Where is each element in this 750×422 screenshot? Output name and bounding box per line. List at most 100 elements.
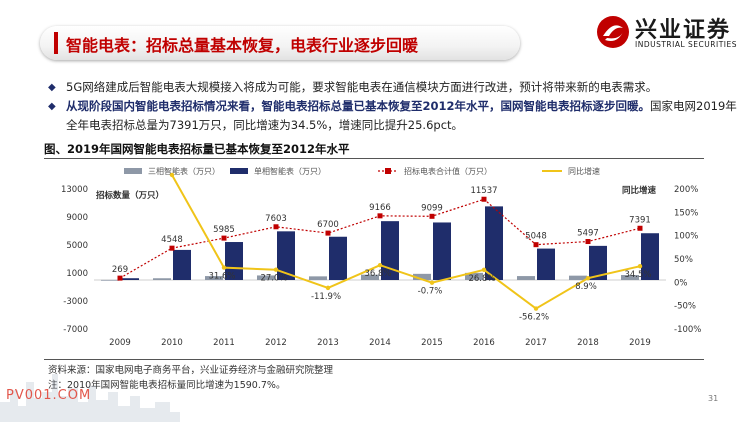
data-label-total: 7603	[265, 214, 287, 224]
data-label-growth: -11.9%	[311, 292, 341, 302]
city-skyline-decoration	[0, 374, 180, 422]
bullet-text: 5G网络建成后智能电表大规模接入将成为可能，要求智能电表在通信模块方面进行改进，…	[66, 80, 658, 94]
left-axis-tick-label: -7000	[63, 325, 88, 335]
marker-total	[169, 245, 175, 251]
left-axis-label: 招标数量（万只）	[96, 190, 164, 201]
right-axis-tick-label: 0%	[674, 278, 688, 288]
data-label-total: 5497	[577, 229, 599, 239]
marker-total	[221, 235, 227, 241]
marker-total	[377, 213, 383, 219]
figure-bottom-divider	[44, 359, 704, 360]
category-label: 2014	[369, 338, 391, 348]
marker-total	[273, 224, 279, 230]
bid-volume-chart: 三相智能表（万只） 单相智能表（万只） 招标电表合计值（万只） 同比增速招标数量（万只…	[61, 166, 701, 348]
data-label-growth: 34.5%	[624, 270, 651, 280]
bar-three-phase	[413, 273, 431, 280]
marker-growth	[273, 267, 279, 272]
logo-name-cn: 兴业证券	[635, 18, 732, 43]
marker-total	[585, 239, 591, 245]
left-axis-tick-label: -3000	[63, 297, 88, 307]
legend-marker-total	[385, 168, 391, 174]
bar-three-phase	[465, 272, 483, 280]
data-label-growth: 31.6%	[208, 272, 235, 282]
legend-swatch-three-phase	[124, 168, 142, 174]
right-axis-label: 同比增速	[622, 185, 657, 196]
marker-total	[325, 230, 331, 236]
left-axis-tick-label: 13000	[61, 185, 88, 195]
marker-growth	[585, 275, 591, 281]
category-label: 2016	[473, 338, 495, 348]
right-axis-tick-label: 100%	[674, 232, 698, 242]
logo-mark-icon	[597, 16, 629, 48]
category-label: 2017	[525, 338, 547, 348]
legend-label-total: 招标电表合计值（万只）	[404, 166, 492, 176]
data-label-growth: 27.0%	[260, 274, 287, 284]
bar-three-phase	[205, 276, 223, 280]
category-label: 2018	[577, 338, 599, 348]
figure-title: 图、2019年国网智能电表招标量已基本恢复至2012年水平	[44, 142, 350, 156]
legend-label-growth: 同比增速	[568, 166, 600, 176]
bar-three-phase	[309, 276, 327, 280]
data-label-total: 6700	[317, 220, 339, 230]
legend-label-three-phase: 三相智能表（万只）	[148, 166, 220, 176]
bullet-item: ◆ 5G网络建成后智能电表大规模接入将成为可能，要求智能电表在通信模块方面进行改…	[48, 78, 738, 97]
logo-name-en: INDUSTRIAL SECURITIES	[635, 40, 737, 49]
category-label: 2010	[161, 338, 183, 348]
data-label-total: 9166	[369, 203, 391, 213]
left-axis-tick-label: 1000	[66, 269, 88, 279]
data-label-total: 9099	[421, 203, 443, 213]
category-label: 2009	[109, 338, 131, 348]
bar-single-phase	[589, 245, 607, 280]
bar-single-phase	[485, 206, 503, 280]
footnote: 注：2010年国网智能电表招标量同比增速为1590.7%。	[48, 380, 286, 391]
source-note: 资料来源：国家电网电子商务平台，兴业证券经济与金融研究院整理	[48, 365, 334, 376]
bar-three-phase	[257, 275, 275, 280]
watermark-text: PV001.COM	[6, 388, 92, 403]
diamond-bullet-icon: ◆	[48, 101, 56, 112]
bullet-text: 国家电网2019年全年电表招标总量为7391万只，同比增速为34.5%，增速同比…	[66, 99, 737, 132]
bar-three-phase	[569, 275, 587, 280]
bar-three-phase	[517, 276, 535, 280]
data-label-total: 7391	[629, 215, 651, 225]
bar-three-phase	[101, 279, 119, 281]
data-label-total: 269	[112, 265, 128, 275]
data-label-growth: -56.2%	[519, 313, 549, 323]
marker-growth	[221, 265, 227, 270]
marker-growth	[377, 262, 383, 268]
bar-single-phase	[433, 222, 451, 280]
right-axis-tick-label: 150%	[674, 208, 698, 218]
data-label-growth: -0.7%	[418, 287, 443, 297]
right-axis-tick-label: -100%	[674, 325, 701, 335]
left-axis-tick-label: 5000	[66, 241, 88, 251]
data-label-total: 5985	[213, 225, 235, 235]
category-label: 2015	[421, 338, 443, 348]
category-label: 2011	[213, 338, 235, 348]
slide-title-bar: 智能电表：招标总量基本恢复，电表行业逐步回暖	[40, 26, 520, 60]
bullet-bold-text: 从现阶段国内智能电表招标情况来看，智能电表招标总量已基本恢复至2012年水平，国…	[66, 99, 651, 113]
page-number: 31	[708, 394, 719, 403]
category-label: 2012	[265, 338, 287, 348]
data-label-total: 11537	[470, 186, 497, 196]
bar-single-phase	[641, 233, 659, 280]
right-axis-tick-label: 50%	[674, 255, 693, 265]
bar-single-phase	[121, 278, 139, 280]
company-logo: 兴业证券 INDUSTRIAL SECURITIES	[595, 12, 745, 54]
category-label: 2019	[629, 338, 651, 348]
category-label: 2013	[317, 338, 339, 348]
data-label-growth: 36.8%	[364, 269, 391, 279]
bullet-item: ◆ 从现阶段国内智能电表招标情况来看，智能电表招标总量已基本恢复至2012年水平…	[48, 97, 738, 135]
marker-total	[637, 225, 643, 231]
bullet-list: ◆ 5G网络建成后智能电表大规模接入将成为可能，要求智能电表在通信模块方面进行改…	[48, 78, 738, 135]
bar-three-phase	[621, 275, 639, 280]
bar-single-phase	[277, 231, 295, 280]
legend-label-single-phase: 单相智能表（万只）	[254, 166, 326, 176]
figure-top-divider	[44, 158, 704, 159]
marker-total	[481, 196, 487, 202]
legend-swatch-single-phase	[230, 168, 248, 174]
marker-growth	[481, 267, 487, 273]
data-label-total: 4548	[161, 235, 183, 245]
marker-total	[117, 275, 123, 281]
bar-single-phase	[329, 236, 347, 280]
bar-three-phase	[361, 274, 379, 280]
data-label-total: 5048	[525, 232, 547, 242]
